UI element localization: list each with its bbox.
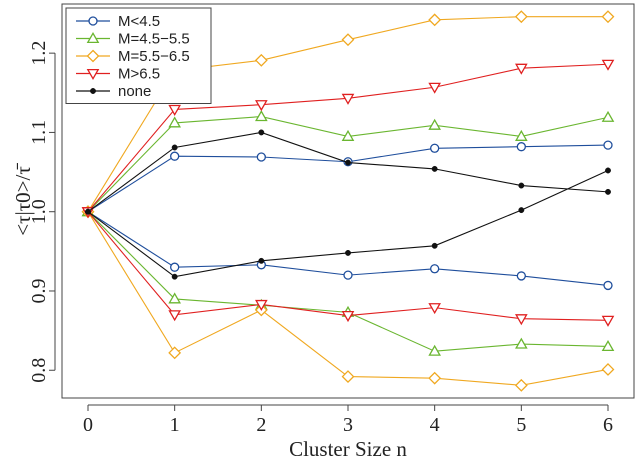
- data-point: [515, 129, 528, 141]
- data-point: [601, 110, 615, 122]
- x-tick-label: 1: [170, 414, 180, 436]
- data-point: [515, 314, 528, 326]
- data-point: [345, 249, 351, 256]
- legend-marker: [86, 68, 100, 81]
- legend-marker: [88, 16, 98, 26]
- data-point: [255, 110, 268, 122]
- data-point: [341, 370, 355, 384]
- series-layer: [81, 10, 615, 392]
- x-axis-label: Cluster Size n: [289, 437, 407, 461]
- data-point: [345, 159, 351, 166]
- x-tick-label: 3: [343, 414, 353, 436]
- data-point: [168, 116, 181, 128]
- legend-item: M=4.5−5.5: [76, 31, 190, 48]
- legend-item: M=5.5−6.5: [76, 48, 190, 65]
- y-tick-label: 1.2: [28, 41, 50, 66]
- x-tick-label: 2: [256, 414, 266, 436]
- data-point: [343, 270, 353, 280]
- legend-marker: [86, 49, 100, 63]
- data-point: [170, 151, 180, 161]
- plot-frame: [61, 3, 635, 399]
- data-point: [341, 129, 355, 141]
- data-point: [168, 310, 181, 322]
- y-tick-label: 0.8: [28, 358, 50, 383]
- legend-marker: [90, 88, 96, 94]
- legend-item: M<4.5: [76, 13, 160, 30]
- data-point: [601, 10, 615, 24]
- y-axis-label: <τ|τ0>/τ̄: [11, 162, 35, 236]
- data-point: [428, 344, 441, 356]
- data-point: [601, 315, 615, 327]
- data-point: [431, 242, 438, 249]
- data-point: [254, 53, 268, 67]
- data-point: [168, 346, 182, 360]
- legend-label: M=4.5−5.5: [118, 31, 190, 48]
- legend-label: none: [118, 83, 151, 100]
- data-point: [255, 299, 268, 311]
- data-point: [168, 104, 181, 116]
- data-point: [601, 59, 615, 71]
- data-point: [428, 82, 441, 94]
- data-point: [256, 152, 266, 162]
- data-point: [605, 188, 611, 195]
- series-M=5.5−6.5: [81, 10, 615, 392]
- x-tick-label: 0: [83, 414, 93, 436]
- data-point: [171, 273, 178, 280]
- data-point: [428, 371, 442, 385]
- legend-label: M=5.5−6.5: [118, 48, 190, 65]
- data-point: [258, 129, 265, 136]
- legend-item: none: [76, 83, 151, 100]
- data-point: [170, 262, 180, 272]
- legend-label: M>6.5: [118, 66, 160, 83]
- y-axis: 0.8 0.9 1.0 1.1 1.2: [28, 41, 56, 383]
- series-line-lower: [87, 211, 609, 321]
- series-line-upper: [87, 144, 609, 213]
- data-point: [605, 167, 611, 174]
- data-point: [514, 10, 528, 24]
- data-point: [341, 33, 355, 47]
- data-point: [168, 292, 181, 304]
- series-line-lower: [87, 211, 609, 386]
- data-point: [428, 303, 441, 315]
- data-point: [515, 337, 528, 349]
- series-none: [85, 129, 611, 280]
- data-point: [518, 182, 525, 189]
- y-tick-label: 0.9: [28, 278, 50, 303]
- data-point: [514, 378, 528, 392]
- x-tick-label: 4: [430, 414, 440, 436]
- data-point: [341, 311, 355, 323]
- x-tick-label: 6: [603, 414, 613, 436]
- y-tick-label: 1.0: [28, 199, 50, 224]
- data-point: [341, 93, 355, 105]
- series-line-lower: [87, 211, 609, 352]
- data-point: [601, 363, 615, 376]
- data-point: [430, 264, 440, 274]
- x-axis: 0 1 2 3 4 5 6: [83, 404, 613, 436]
- data-point: [255, 100, 268, 112]
- data-point: [603, 140, 613, 150]
- data-point: [603, 280, 613, 291]
- data-point: [601, 339, 615, 352]
- x-tick-label: 5: [516, 414, 526, 436]
- series-M>6.5: [81, 59, 615, 327]
- data-point: [516, 271, 526, 281]
- legend-label: M<4.5: [118, 13, 160, 30]
- data-point: [171, 144, 178, 151]
- legend-marker: [86, 31, 100, 44]
- data-point: [518, 207, 525, 214]
- data-point: [85, 208, 91, 215]
- data-point: [516, 142, 526, 152]
- data-point: [428, 118, 441, 130]
- data-point: [430, 143, 440, 153]
- y-tick-label: 1.1: [28, 120, 50, 145]
- legend-item: M>6.5: [76, 66, 160, 83]
- data-point: [515, 63, 528, 75]
- data-point: [428, 13, 442, 27]
- data-point: [431, 165, 438, 172]
- data-point: [258, 257, 265, 264]
- series-line-upper: [87, 131, 609, 213]
